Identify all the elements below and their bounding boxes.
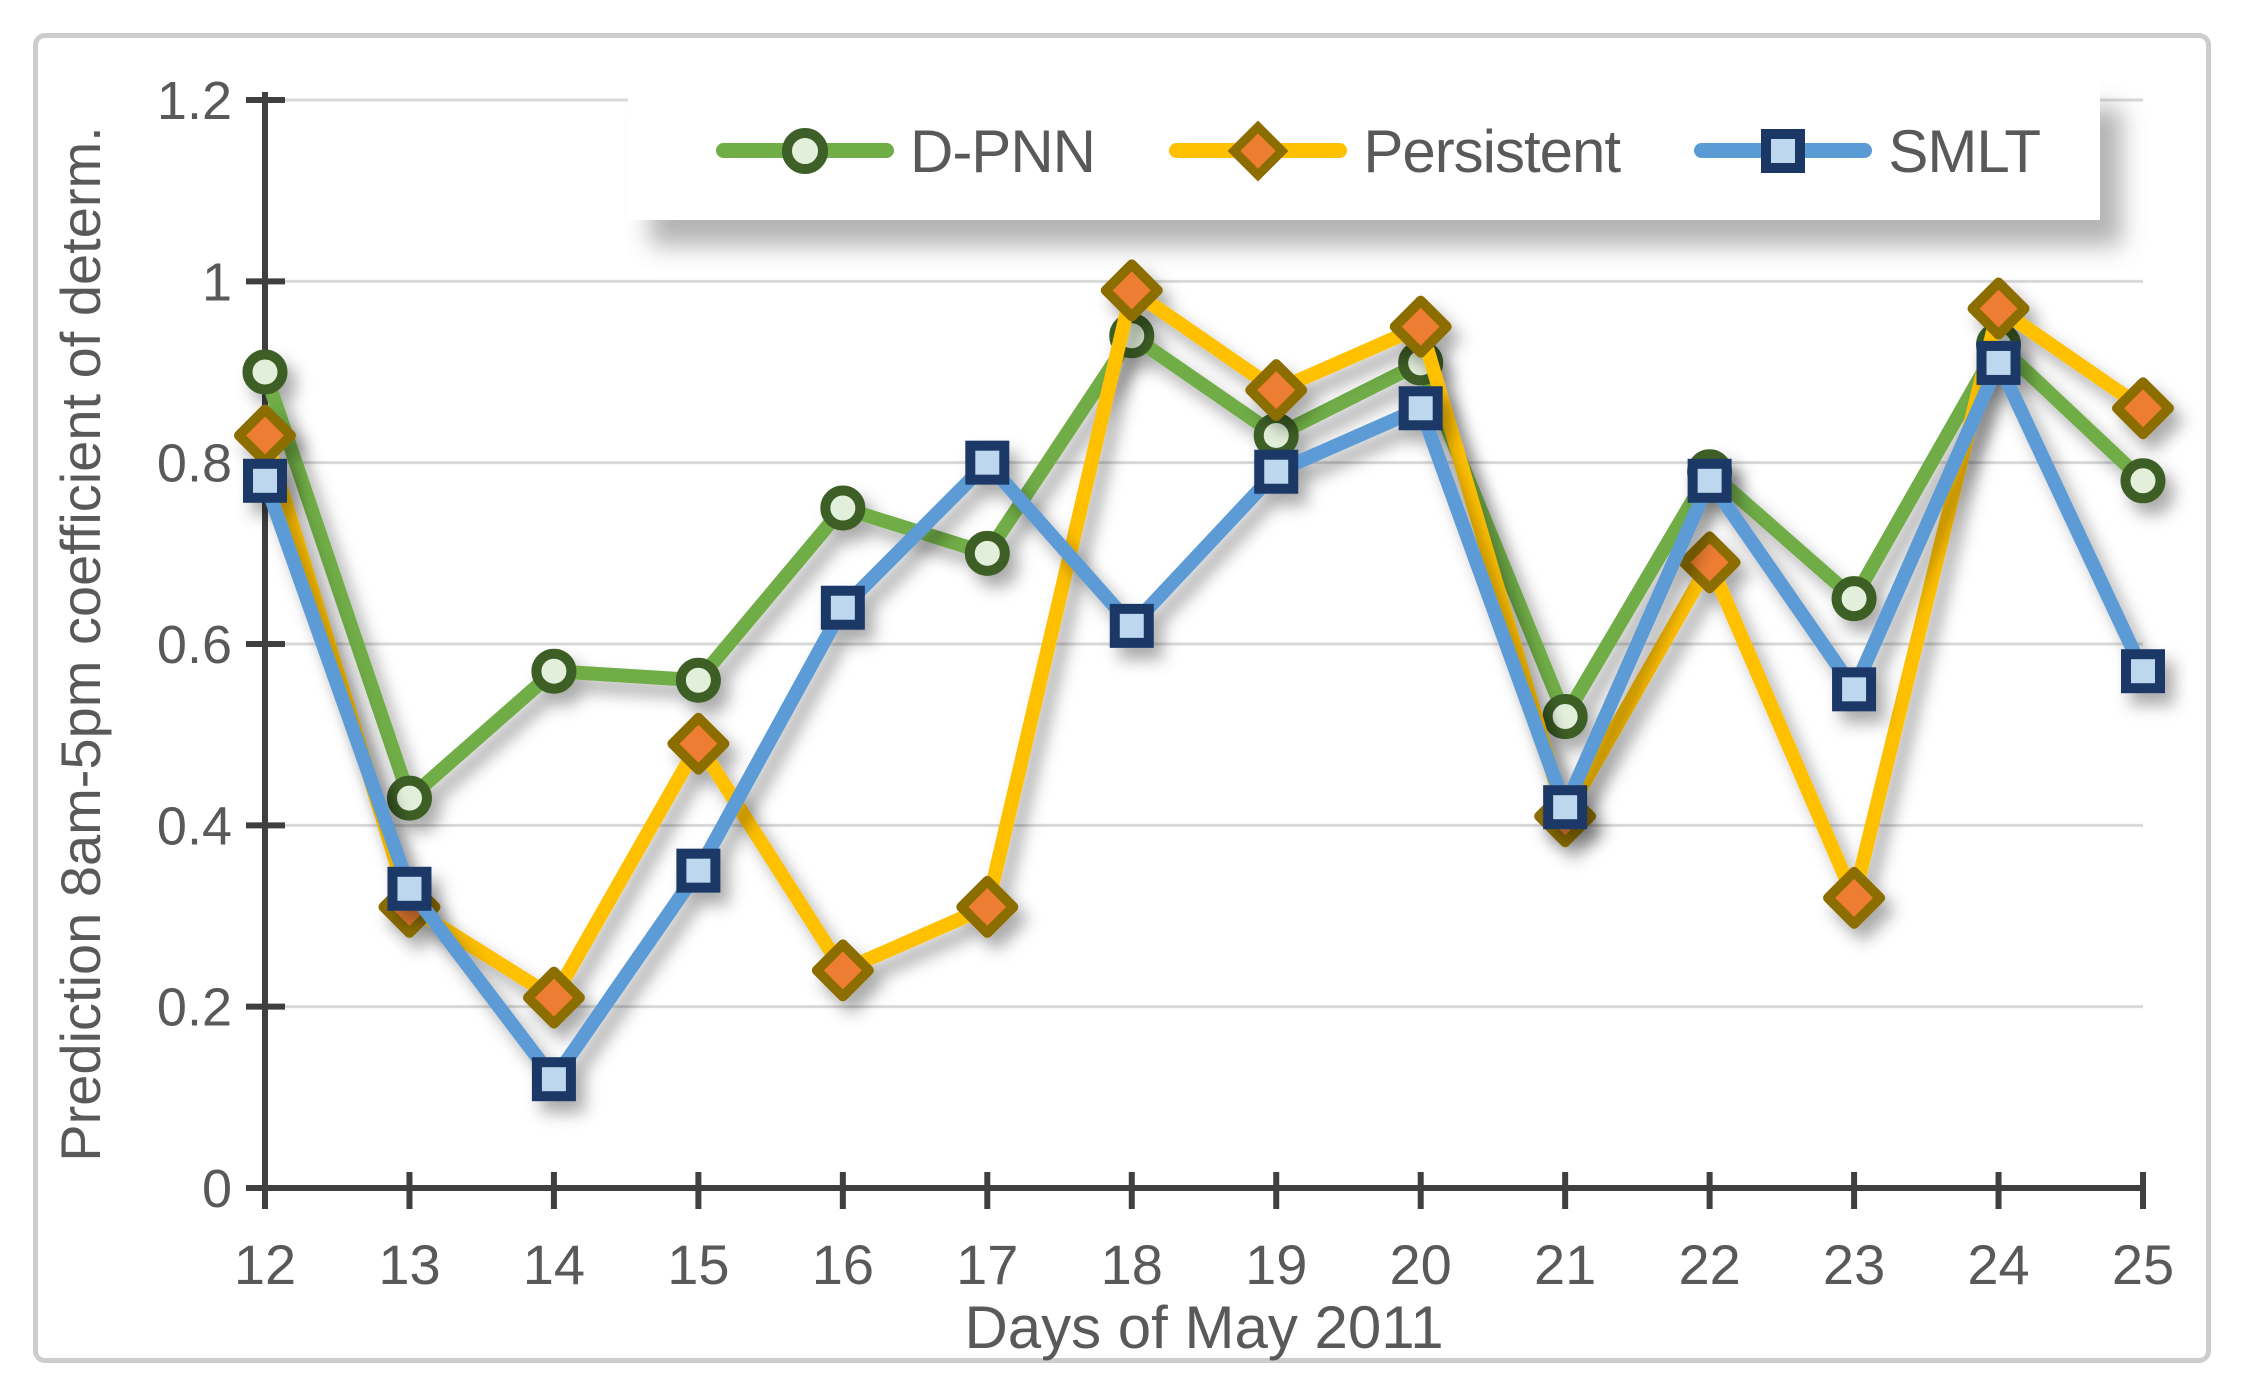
legend-label-persistent: Persistent bbox=[1363, 117, 1621, 185]
marker-smlt-22 bbox=[1687, 458, 1732, 503]
marker-persistent-24 bbox=[1967, 277, 2030, 340]
x-tick-label: 22 bbox=[1678, 1233, 1740, 1296]
series-line-d-pnn bbox=[258, 328, 2150, 806]
y-tick-label: 0.2 bbox=[157, 978, 232, 1038]
marker-persistent-14 bbox=[522, 966, 585, 1029]
marker-smlt-21 bbox=[1543, 785, 1588, 830]
y-tick-label: 0.6 bbox=[157, 615, 232, 675]
y-tick-label: 1 bbox=[202, 252, 232, 312]
marker-smlt-19 bbox=[1254, 449, 1299, 494]
x-tick-label: 18 bbox=[1101, 1233, 1163, 1296]
y-tick-label: 0.8 bbox=[157, 434, 232, 494]
marker-persistent-16 bbox=[811, 939, 874, 1002]
persistent-line-sample bbox=[1169, 119, 1348, 183]
marker-persistent-23 bbox=[1823, 866, 1886, 929]
series-smlt bbox=[243, 340, 2165, 1102]
y-axis-title: Prediction 8am-5pm coefficient of determ… bbox=[49, 126, 112, 1161]
marker-d-pnn-15 bbox=[675, 657, 721, 703]
legend-item-dpnn: D-PNN bbox=[716, 117, 1096, 186]
x-axis-title: Days of May 2011 bbox=[964, 1294, 1443, 1361]
x-tick-label: 20 bbox=[1390, 1233, 1452, 1296]
marker-d-pnn-25 bbox=[2120, 458, 2166, 504]
legend-label-smlt: SMLT bbox=[1888, 117, 2041, 185]
marker-persistent-22 bbox=[1678, 531, 1741, 594]
marker-smlt-16 bbox=[820, 585, 865, 630]
marker-d-pnn-23 bbox=[1831, 576, 1877, 622]
marker-d-pnn-14 bbox=[531, 648, 577, 694]
marker-persistent-25 bbox=[2112, 377, 2174, 440]
marker-smlt-18 bbox=[1109, 603, 1154, 648]
square-marker-icon bbox=[1761, 129, 1806, 173]
x-tick-label: 14 bbox=[523, 1233, 585, 1296]
legend: D-PNN Persistent SMLT bbox=[628, 82, 2100, 220]
marker-persistent-17 bbox=[956, 875, 1019, 938]
y-tick-label: 0.4 bbox=[157, 796, 232, 856]
marker-smlt-13 bbox=[387, 866, 432, 911]
marker-smlt-14 bbox=[531, 1057, 576, 1102]
marker-smlt-12 bbox=[243, 458, 287, 503]
diamond-marker-icon bbox=[1227, 120, 1289, 182]
series-line-persistent bbox=[258, 283, 2150, 1005]
axis-labels: 0 0.2 0.4 0.6 0.8 1 1.2 12 13 14 15 16 17 18 19 20 21 22 2… bbox=[49, 71, 2174, 1361]
marker-d-pnn-12 bbox=[242, 349, 288, 395]
series-persistent bbox=[234, 259, 2174, 1029]
x-tick-label: 23 bbox=[1823, 1233, 1885, 1296]
x-tick-label: 16 bbox=[812, 1233, 874, 1296]
legend-item-persistent: Persistent bbox=[1169, 117, 1621, 186]
axes bbox=[246, 92, 2146, 1209]
marker-smlt-17 bbox=[965, 440, 1010, 485]
x-tick-label: 15 bbox=[667, 1233, 729, 1296]
x-tick-label: 13 bbox=[378, 1233, 440, 1296]
marker-persistent-19 bbox=[1245, 359, 1308, 422]
marker-d-pnn-21 bbox=[1542, 694, 1588, 740]
marker-d-pnn-17 bbox=[964, 530, 1010, 576]
series-d-pnn bbox=[242, 313, 2166, 821]
x-tick-label: 21 bbox=[1534, 1233, 1596, 1296]
legend-label-dpnn: D-PNN bbox=[910, 117, 1096, 185]
y-tick-label: 1.2 bbox=[157, 71, 232, 131]
x-tick-label: 24 bbox=[1967, 1233, 2029, 1296]
marker-d-pnn-19 bbox=[1253, 412, 1299, 458]
marker-persistent-15 bbox=[667, 712, 730, 775]
circle-marker-icon bbox=[782, 128, 828, 174]
marker-smlt-23 bbox=[1832, 667, 1877, 712]
marker-persistent-18 bbox=[1100, 259, 1163, 322]
smlt-line-sample bbox=[1694, 119, 1873, 183]
marker-smlt-15 bbox=[676, 848, 721, 893]
marker-smlt-24 bbox=[1976, 340, 2021, 385]
marker-d-pnn-13 bbox=[386, 775, 432, 821]
legend-item-smlt: SMLT bbox=[1694, 117, 2041, 186]
x-tick-label: 19 bbox=[1245, 1233, 1307, 1296]
x-tick-label: 12 bbox=[234, 1233, 296, 1296]
marker-d-pnn-16 bbox=[820, 485, 866, 531]
series-line-smlt bbox=[258, 355, 2150, 1087]
x-tick-label: 25 bbox=[2112, 1233, 2174, 1296]
marker-smlt-25 bbox=[2121, 649, 2165, 694]
marker-persistent-20 bbox=[1389, 295, 1452, 358]
data-series bbox=[234, 259, 2174, 1102]
dpnn-line-sample bbox=[716, 119, 894, 183]
x-tick-label: 17 bbox=[956, 1233, 1018, 1296]
y-tick-label: 0 bbox=[202, 1159, 232, 1219]
marker-smlt-20 bbox=[1398, 386, 1443, 431]
